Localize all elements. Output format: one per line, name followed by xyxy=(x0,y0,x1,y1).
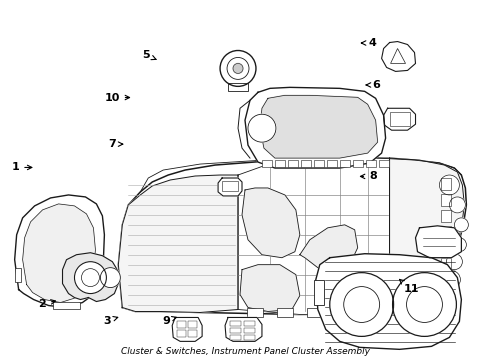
Text: 10: 10 xyxy=(104,93,129,103)
Bar xyxy=(262,160,272,167)
Text: 11: 11 xyxy=(399,279,419,294)
Bar xyxy=(15,268,21,282)
Bar xyxy=(441,274,451,285)
Bar xyxy=(366,160,376,167)
Text: 4: 4 xyxy=(362,38,376,48)
Bar xyxy=(390,112,410,126)
Polygon shape xyxy=(119,158,466,315)
Polygon shape xyxy=(260,95,378,158)
Bar xyxy=(52,302,80,310)
Polygon shape xyxy=(300,225,358,272)
Polygon shape xyxy=(218,178,242,196)
Polygon shape xyxy=(390,158,465,314)
Bar xyxy=(441,289,451,302)
Bar xyxy=(247,307,263,318)
Circle shape xyxy=(343,287,380,323)
Bar xyxy=(188,321,197,328)
Circle shape xyxy=(74,262,106,293)
Polygon shape xyxy=(382,41,416,71)
Bar xyxy=(275,160,285,167)
Text: 2: 2 xyxy=(38,299,55,309)
Polygon shape xyxy=(242,188,300,258)
Circle shape xyxy=(227,58,249,80)
Text: 3: 3 xyxy=(103,316,118,325)
Bar xyxy=(441,226,451,238)
Polygon shape xyxy=(172,318,202,341)
Bar xyxy=(441,194,451,206)
Polygon shape xyxy=(391,49,406,63)
Polygon shape xyxy=(316,254,462,349)
Text: 8: 8 xyxy=(361,171,377,181)
Circle shape xyxy=(449,197,466,213)
Polygon shape xyxy=(238,158,390,315)
Bar xyxy=(244,336,255,340)
Text: 6: 6 xyxy=(366,80,380,90)
Text: 9: 9 xyxy=(162,316,176,325)
Circle shape xyxy=(407,287,442,323)
Polygon shape xyxy=(245,87,386,168)
Circle shape xyxy=(330,273,393,336)
Polygon shape xyxy=(225,318,262,341)
Bar xyxy=(441,242,451,254)
Circle shape xyxy=(440,175,460,195)
Bar xyxy=(277,307,293,318)
Polygon shape xyxy=(416,226,462,258)
Bar xyxy=(353,160,363,167)
Bar xyxy=(177,321,186,328)
Bar xyxy=(441,178,451,190)
Bar xyxy=(188,330,197,337)
Circle shape xyxy=(442,271,461,289)
Circle shape xyxy=(81,269,99,287)
Bar xyxy=(230,321,241,327)
Bar xyxy=(244,328,255,333)
Circle shape xyxy=(248,114,276,142)
Bar xyxy=(340,160,350,167)
Bar xyxy=(337,307,353,318)
Bar xyxy=(230,336,241,340)
Bar xyxy=(228,84,248,91)
Bar xyxy=(244,321,255,327)
Bar xyxy=(301,160,311,167)
Bar xyxy=(379,160,389,167)
Bar xyxy=(222,181,238,191)
Bar xyxy=(230,328,241,333)
Circle shape xyxy=(233,63,243,73)
Bar xyxy=(314,160,324,167)
Circle shape xyxy=(392,273,456,336)
Bar xyxy=(177,330,186,337)
Polygon shape xyxy=(119,175,238,312)
Polygon shape xyxy=(240,265,300,311)
Bar xyxy=(327,160,337,167)
Polygon shape xyxy=(15,195,104,307)
Text: 1: 1 xyxy=(11,162,32,172)
Bar xyxy=(314,280,324,305)
Text: 7: 7 xyxy=(108,139,122,149)
Bar xyxy=(288,160,298,167)
Bar xyxy=(441,258,451,270)
Circle shape xyxy=(446,254,463,270)
Text: Cluster & Switches, Instrument Panel Cluster Assembly: Cluster & Switches, Instrument Panel Clu… xyxy=(121,347,369,356)
Polygon shape xyxy=(384,108,416,130)
Circle shape xyxy=(452,238,466,252)
Polygon shape xyxy=(23,204,96,302)
Circle shape xyxy=(220,50,256,86)
Bar xyxy=(307,307,323,318)
Bar xyxy=(362,307,378,318)
Circle shape xyxy=(100,268,121,288)
Bar xyxy=(441,210,451,222)
Text: 5: 5 xyxy=(143,50,156,60)
Circle shape xyxy=(454,218,468,232)
Polygon shape xyxy=(63,253,119,302)
